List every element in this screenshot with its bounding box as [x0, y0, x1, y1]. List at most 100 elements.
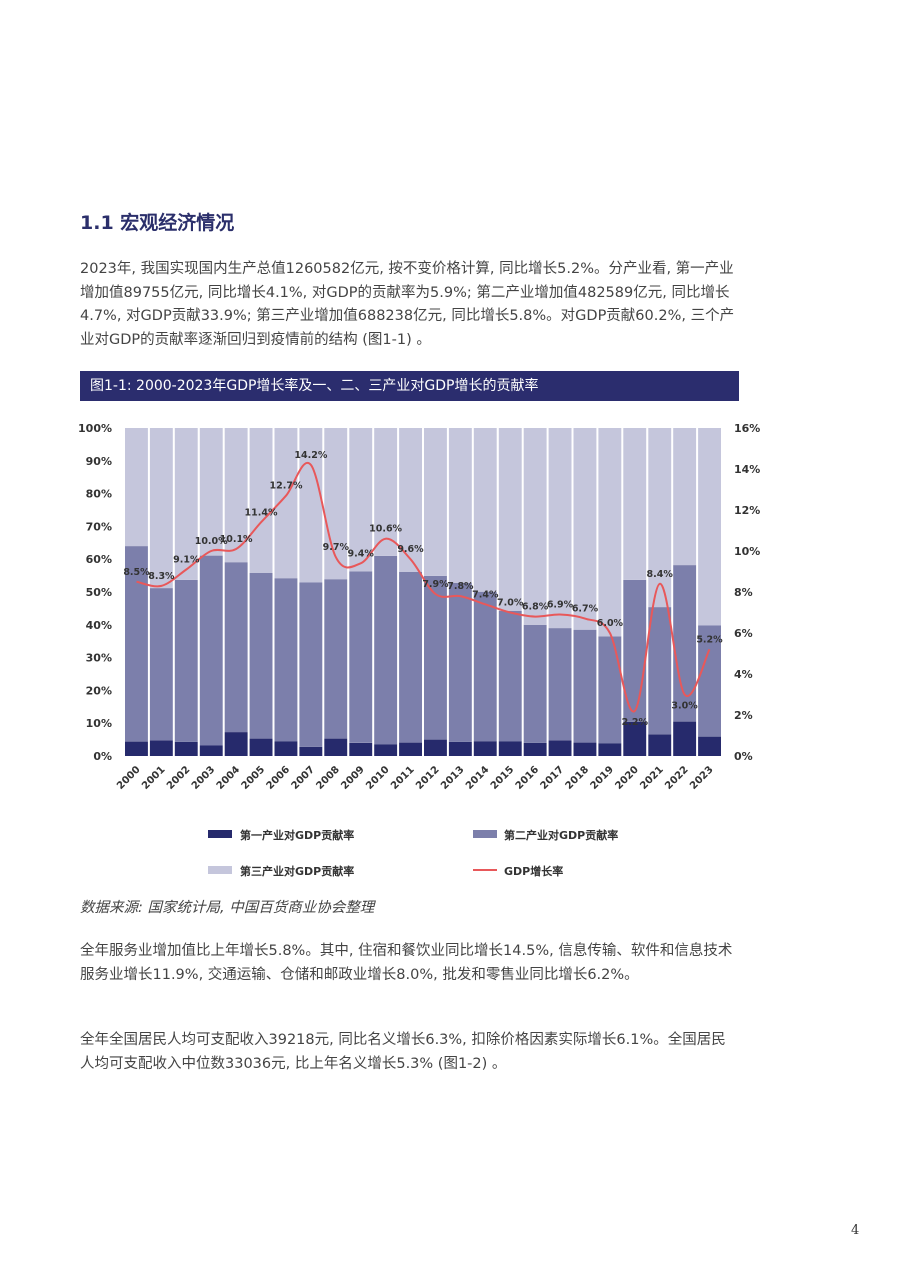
- gdp-contribution-chart: 0% 10% 20% 30% 40% 50% 60% 70% 80% 90% 100% 0% 2% 4%…: [78, 422, 760, 792]
- bar-segment-s2-2008: [324, 579, 348, 739]
- right-axis-tick: 16%: [734, 422, 760, 435]
- bar-segment-s1-2002: [174, 741, 198, 756]
- legend-label-tertiary: 第三产业对GDP贡献率: [240, 865, 355, 878]
- gdp-data-label: 6.8%: [522, 602, 549, 613]
- left-axis-tick: 100%: [78, 422, 112, 435]
- x-axis-tick: 2007: [290, 764, 317, 791]
- bar-segment-s2-2005: [249, 573, 273, 739]
- bar-segment-s1-2006: [274, 741, 298, 756]
- bar-segment-s3-2020: [623, 428, 647, 580]
- gdp-data-label: 12.7%: [270, 481, 303, 492]
- right-axis-tick: 6%: [734, 627, 753, 640]
- x-axis-tick: 2023: [688, 764, 715, 791]
- gdp-data-label: 6.7%: [572, 604, 599, 615]
- services-paragraph: 全年服务业增加值比上年增长5.8%。其中, 住宿和餐饮业同比增长14.5%, 信…: [80, 943, 733, 983]
- x-axis-tick: 2004: [215, 764, 242, 791]
- bar-segment-s1-2021: [648, 734, 672, 756]
- legend-swatch-tertiary: [208, 866, 232, 874]
- bar-segment-s2-2011: [399, 572, 422, 743]
- bar-segment-s1-2022: [673, 721, 697, 756]
- bar-segment-s1-2014: [473, 741, 497, 756]
- left-axis-tick: 0%: [93, 750, 112, 763]
- bar-segment-s1-2001: [149, 740, 173, 756]
- bar-segment-s1-2023: [698, 736, 721, 756]
- left-axis-tick: 30%: [86, 652, 112, 665]
- legend-swatch-primary: [208, 830, 232, 838]
- gdp-data-label: 9.4%: [348, 548, 375, 559]
- bar-segment-s3-2022: [673, 428, 697, 566]
- gdp-data-label: 7.9%: [422, 579, 449, 590]
- bar-segment-s3-2006: [274, 428, 298, 579]
- bar-segment-s1-2011: [399, 742, 422, 756]
- gdp-data-label: 9.6%: [397, 544, 424, 555]
- bar-segment-s2-2017: [548, 628, 572, 741]
- income-paragraph: 全年全国居民人均可支配收入39218元, 同比名义增长6.3%, 扣除价格因素实…: [80, 1032, 726, 1072]
- x-axis-tick: 2019: [589, 764, 616, 791]
- bar-segment-s1-2020: [623, 721, 647, 756]
- x-axis-ticks: 2000200120022003200420052006200720082009…: [115, 764, 715, 791]
- data-labels-layer: 8.5%8.3% 9.1% 10.0%10.1% 11.4% 12.7% 14.2% 9.7…: [123, 450, 723, 728]
- intro-paragraph: 2023年, 我国实现国内生产总值1260582亿元, 按不变价格计算, 同比增…: [80, 261, 735, 348]
- bar-segment-s3-2003: [199, 428, 223, 556]
- bar-segment-s3-2023: [698, 428, 721, 626]
- bar-segment-s2-2015: [498, 611, 522, 742]
- bar-segment-s2-2010: [374, 555, 398, 745]
- bar-segment-s2-2022: [673, 565, 697, 722]
- bar-segment-s2-2018: [573, 629, 597, 743]
- x-axis-tick: 2000: [115, 764, 142, 791]
- bar-segment-s3-2009: [349, 428, 373, 572]
- bar-segment-s1-2016: [523, 742, 547, 756]
- bar-segment-s3-2001: [149, 428, 173, 589]
- left-axis-tick: 70%: [86, 520, 112, 533]
- bars-layer: [125, 428, 721, 756]
- bar-segment-s2-2014: [473, 591, 497, 742]
- bar-segment-s1-2019: [598, 743, 622, 756]
- page-number: 4: [851, 1223, 860, 1238]
- x-axis-tick: 2015: [489, 764, 516, 791]
- x-axis-tick: 2006: [265, 764, 292, 791]
- bar-segment-s2-2009: [349, 571, 373, 743]
- gdp-data-label: 9.7%: [323, 542, 350, 553]
- bar-segment-s1-2010: [374, 744, 398, 756]
- gdp-data-label: 8.3%: [148, 571, 175, 582]
- bar-segment-s2-2013: [448, 582, 472, 742]
- bar-segment-s3-2007: [299, 428, 323, 583]
- x-axis-tick: 2005: [240, 764, 267, 791]
- gdp-data-label: 5.2%: [696, 634, 723, 645]
- bar-segment-s2-2019: [598, 636, 622, 744]
- gdp-data-label: 2.2%: [622, 717, 649, 728]
- gdp-data-label: 7.8%: [447, 581, 474, 592]
- bar-segment-s3-2019: [598, 428, 622, 637]
- x-axis-tick: 2008: [314, 764, 341, 791]
- left-axis-tick: 20%: [86, 684, 112, 697]
- legend-swatch-secondary: [473, 830, 497, 838]
- bar-segment-s1-2008: [324, 738, 348, 756]
- gdp-data-label: 8.4%: [647, 569, 674, 580]
- right-axis-tick: 8%: [734, 586, 753, 599]
- right-axis-tick: 14%: [734, 463, 760, 476]
- bar-segment-s3-2011: [399, 428, 422, 572]
- x-axis-tick: 2021: [638, 764, 665, 791]
- gdp-data-label: 9.1%: [173, 555, 200, 566]
- x-axis-tick: 2010: [364, 764, 391, 791]
- bar-segment-s3-2014: [473, 428, 497, 592]
- bar-segment-s1-2004: [224, 732, 248, 756]
- gdp-data-label: 10.6%: [369, 524, 402, 535]
- bar-segment-s1-2012: [424, 739, 447, 756]
- bar-segment-s2-2002: [174, 579, 198, 742]
- left-axis-tick: 10%: [86, 717, 112, 730]
- x-axis-tick: 2003: [190, 764, 217, 791]
- bar-segment-s2-2006: [274, 578, 298, 742]
- x-axis-tick: 2001: [140, 764, 167, 791]
- right-axis-ticks: 0% 2% 4% 6% 8% 10% 12% 14% 16%: [734, 422, 760, 763]
- gdp-data-label: 14.2%: [294, 450, 327, 461]
- left-axis-tick: 40%: [86, 619, 112, 632]
- bar-segment-s3-2002: [174, 428, 198, 580]
- bar-segment-s1-2009: [349, 742, 373, 756]
- gdp-data-label: 10.0%: [195, 536, 228, 547]
- bar-segment-s1-2018: [573, 742, 597, 756]
- x-axis-tick: 2013: [439, 764, 466, 791]
- bar-segment-s2-2012: [424, 575, 447, 740]
- left-axis-tick: 90%: [86, 455, 112, 468]
- bar-segment-s2-2023: [698, 625, 721, 737]
